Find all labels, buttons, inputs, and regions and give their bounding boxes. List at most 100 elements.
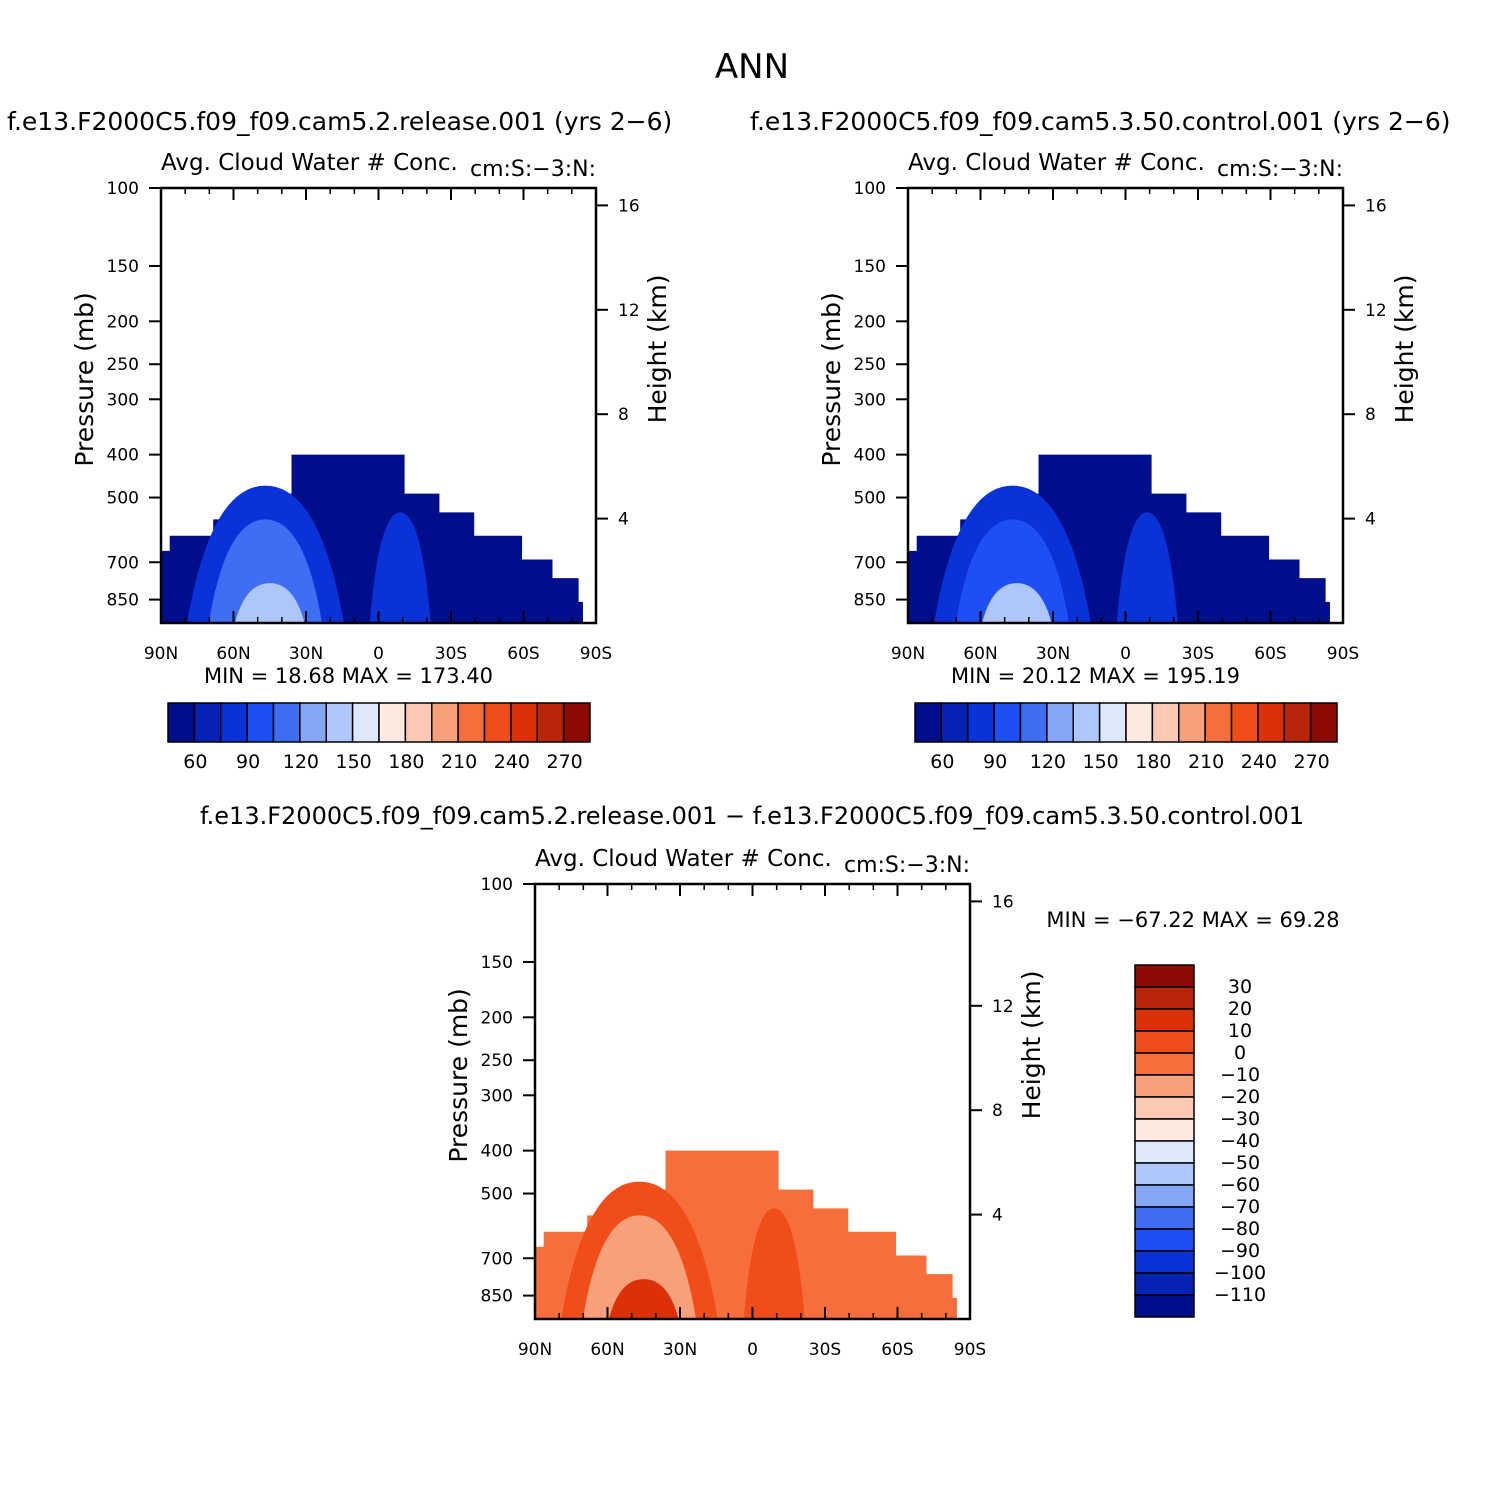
x-tick-label: 30N (663, 1340, 697, 1360)
difference-title: f.e13.F2000C5.f09_f09.cam5.2.release.001… (200, 802, 1304, 830)
x-tick-label: 90N (891, 644, 925, 664)
colorbar-swatch (562, 702, 591, 743)
y-tick-label: 100 (107, 179, 139, 199)
colorbar-swatch (351, 702, 380, 743)
y-tick-label: 850 (107, 591, 139, 611)
colorbar-label: 270 (1293, 751, 1329, 773)
colorbar-label: −100 (1214, 1262, 1266, 1284)
colorbar-label: 270 (546, 751, 582, 773)
colorbar-swatch (325, 702, 354, 743)
colorbar-label: 150 (1082, 751, 1118, 773)
y2-tick-label: 16 (618, 196, 640, 216)
y2-tick-label: 4 (1365, 510, 1376, 530)
colorbar-swatch (1134, 1030, 1195, 1054)
y-tick-label: 100 (854, 179, 886, 199)
colorbar-swatch (193, 702, 222, 743)
y-tick-label: 850 (854, 591, 886, 611)
colorbar-label: −20 (1220, 1086, 1260, 1108)
colorbar-swatch (1134, 1250, 1195, 1274)
y-tick-label: 700 (481, 1249, 513, 1269)
colorbar-swatch (1283, 702, 1312, 743)
x-tick-label: 0 (747, 1340, 758, 1360)
units-string: cm:S:−3:N: (470, 157, 596, 182)
colorbar-swatch (1134, 1294, 1195, 1318)
colorbar-swatch (272, 702, 301, 743)
y-tick-label: 400 (854, 446, 886, 466)
y-tick-label: 500 (854, 489, 886, 509)
x-tick-label: 60S (1254, 644, 1286, 664)
x-tick-label: 90N (144, 644, 178, 664)
colorbar-swatch (1134, 1206, 1195, 1230)
min-max-stats: MIN = 20.12 MAX = 195.19 (951, 664, 1240, 688)
colorbar-label: 30 (1228, 976, 1252, 998)
colorbar-swatch (993, 702, 1022, 743)
colorbar-label: 60 (183, 751, 207, 773)
x-tick-label: 60S (881, 1340, 913, 1360)
units-string: cm:S:−3:N: (1217, 157, 1343, 182)
y-axis-label: Pressure (mb) (817, 292, 846, 466)
colorbar-swatch (1134, 986, 1195, 1010)
y2-axis-label: Height (km) (643, 274, 672, 423)
colorbar-label: 20 (1228, 998, 1252, 1020)
colorbar: 3020100−10−20−30−40−50−60−70−80−90−100−1… (1134, 964, 1266, 1318)
x-tick-label: 30N (289, 644, 323, 664)
field-region-3 (369, 512, 431, 623)
y-tick-label: 300 (854, 390, 886, 410)
colorbar-label: −30 (1220, 1108, 1260, 1130)
colorbar-swatch (431, 702, 459, 743)
y-tick-label: 200 (107, 312, 139, 332)
colorbar-swatch (1230, 702, 1259, 743)
y-tick-label: 250 (107, 355, 139, 375)
colorbar-swatch (940, 702, 969, 743)
contour-field (535, 1150, 957, 1319)
colorbar-swatch (1134, 1184, 1195, 1208)
y-tick-label: 300 (481, 1086, 513, 1106)
panel-control: f.e13.F2000C5.f09_f09.cam5.3.50.control.… (750, 107, 1451, 773)
colorbar-swatch (299, 702, 327, 743)
colorbar-swatch (1134, 1228, 1195, 1252)
colorbar-swatch (404, 702, 433, 743)
colorbar-swatch (1134, 1008, 1195, 1032)
colorbar-swatch (220, 702, 248, 743)
colorbar-label: 10 (1228, 1020, 1252, 1042)
contour-field (908, 454, 1330, 623)
colorbar-swatch (1019, 702, 1048, 743)
colorbar-label: −10 (1220, 1064, 1260, 1086)
y-axis-label: Pressure (mb) (444, 988, 473, 1162)
plot-title: Avg. Cloud Water # Conc. (161, 150, 458, 176)
case-title: f.e13.F2000C5.f09_f09.cam5.2.release.001… (7, 107, 672, 136)
colorbar-label: −70 (1220, 1196, 1260, 1218)
colorbar-swatch (536, 702, 565, 743)
colorbar-label: −60 (1220, 1174, 1260, 1196)
colorbar-swatch (1134, 964, 1195, 988)
colorbar-swatch (967, 702, 995, 743)
plot-title: Avg. Cloud Water # Conc. (908, 150, 1205, 176)
y2-tick-label: 16 (1365, 196, 1387, 216)
colorbar-swatch (1134, 1118, 1195, 1142)
colorbar-label: 240 (1241, 751, 1277, 773)
colorbar-label: 90 (983, 751, 1007, 773)
y-tick-label: 150 (481, 953, 513, 973)
colorbar-label: −40 (1220, 1130, 1260, 1152)
y-tick-label: 200 (481, 1008, 513, 1028)
colorbar-swatch (1178, 702, 1206, 743)
x-tick-label: 60S (507, 644, 539, 664)
colorbar-label: 180 (388, 751, 424, 773)
colorbar-swatch (1257, 702, 1285, 743)
colorbar-swatch (914, 702, 943, 743)
colorbar-swatch (1046, 702, 1074, 743)
x-tick-label: 0 (1120, 644, 1131, 664)
y2-tick-label: 12 (1365, 301, 1387, 321)
field-region-2 (981, 583, 1052, 623)
y2-tick-label: 8 (992, 1101, 1003, 1121)
colorbar-swatch (1125, 702, 1154, 743)
units-string: cm:S:−3:N: (844, 853, 970, 878)
colorbar-label: 0 (1234, 1042, 1246, 1064)
x-tick-label: 60N (590, 1340, 624, 1360)
colorbar-label: 150 (335, 751, 371, 773)
colorbar-label: 240 (494, 751, 530, 773)
colorbar-swatch (457, 702, 486, 743)
colorbar-swatch (1134, 1140, 1195, 1164)
colorbar-label: −90 (1220, 1240, 1260, 1262)
